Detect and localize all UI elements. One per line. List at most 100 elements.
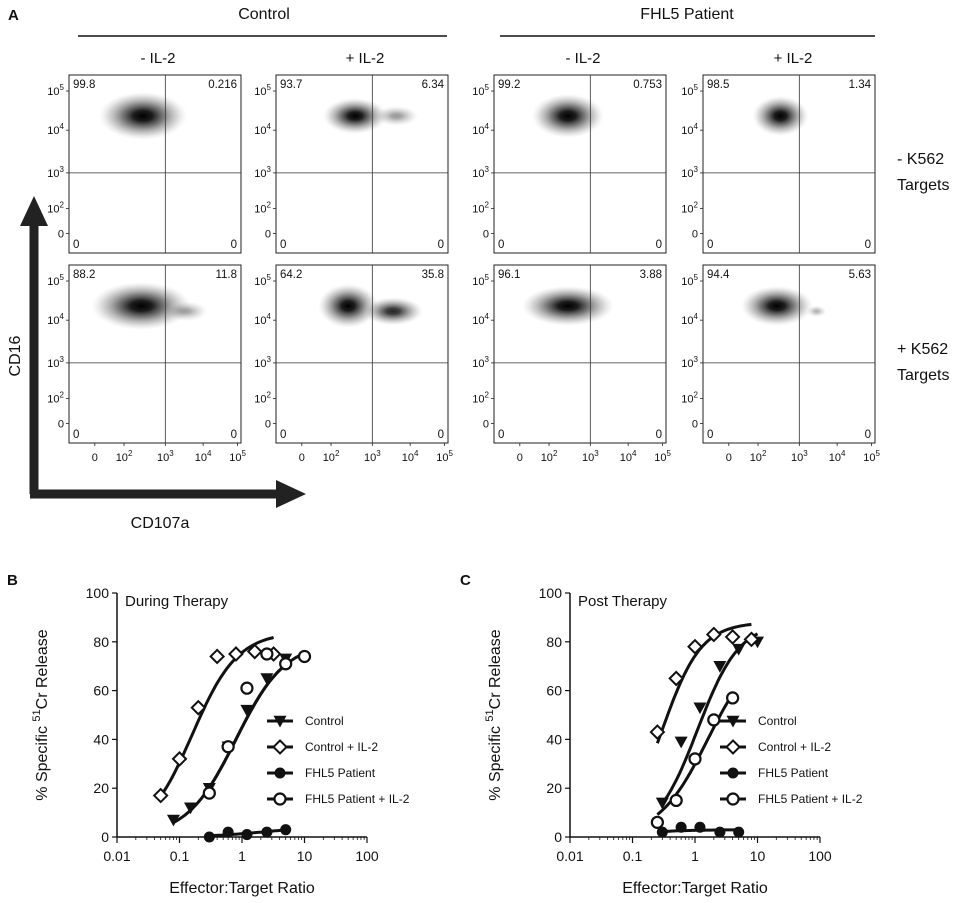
panel-letter: C [460, 572, 471, 589]
flow-x-tick-label: 105 [229, 449, 246, 464]
y-axis-label: % Specific 51Cr Release [31, 629, 51, 801]
flow-y-tick-label: 0 [692, 228, 698, 240]
flow-y-tick-label: 105 [472, 83, 489, 98]
flow-y-tick-label: 102 [254, 391, 271, 406]
x-tick-label: 0.01 [103, 848, 130, 864]
y-tick-label: 60 [93, 683, 109, 699]
flow-y-tick-label: 103 [472, 165, 489, 180]
flow-x-tick-label: 102 [323, 449, 340, 464]
quadrant-value-top-right: 0.753 [633, 79, 662, 91]
data-point [649, 724, 666, 740]
row-label-minus-k562-line2: Targets [897, 177, 949, 194]
col-header-fhl5-plus-il2: + IL-2 [774, 50, 813, 67]
x-tick-label: 0.1 [623, 848, 643, 864]
group-header-fhl5: FHL5 Patient [640, 6, 734, 23]
flow-y-tick-label: 0 [483, 418, 489, 430]
quadrant-value-top-left: 98.5 [707, 79, 729, 91]
data-point [650, 815, 664, 829]
flow-y-tick-label: 105 [681, 83, 698, 98]
flow-x-tick-label: 104 [195, 449, 212, 464]
quadrant-value-top-right: 5.63 [849, 269, 871, 281]
panel-a-letter: A [8, 7, 19, 24]
data-point [656, 826, 668, 838]
quadrant-value-bottom-right: 0 [231, 239, 237, 251]
data-point [726, 691, 740, 705]
cell-density-blob [531, 93, 604, 138]
y-tick-label: 20 [546, 780, 562, 796]
data-point [743, 631, 760, 648]
x-tick-label: 0.1 [170, 848, 190, 864]
cell-density-blob [318, 283, 379, 328]
data-point [171, 751, 188, 767]
legend-label: FHL5 Patient [758, 766, 829, 780]
flow-y-tick-label: 102 [47, 391, 64, 406]
y-tick-label: 0 [554, 829, 562, 845]
y-tick-label: 100 [86, 585, 110, 601]
data-point [279, 657, 293, 671]
data-point [261, 826, 273, 838]
chart-title: Post Therapy [578, 593, 667, 610]
quadrant-value-bottom-left: 0 [280, 429, 286, 441]
flow-y-tick-label: 102 [681, 391, 698, 406]
data-point [714, 826, 726, 838]
x-tick-label: 10 [750, 848, 766, 864]
quadrant-value-top-right: 11.8 [215, 269, 237, 281]
flow-y-tick-label: 105 [254, 83, 271, 98]
data-point [707, 713, 721, 727]
data-point [190, 699, 207, 716]
col-header-fhl5-minus-il2: - IL-2 [565, 50, 600, 67]
quadrant-value-bottom-left: 0 [280, 239, 286, 251]
legend-marker [726, 792, 740, 806]
y-axis-label: % Specific 51Cr Release [484, 629, 504, 801]
flow-y-tick-label: 103 [47, 165, 64, 180]
legend-label: Control [305, 714, 344, 728]
legend-marker [727, 767, 739, 779]
series-control-il-2 [649, 622, 760, 744]
x-tick-label: 1 [691, 848, 699, 864]
col-header-control-minus-il2: - IL-2 [140, 50, 175, 67]
cell-density-blob [374, 105, 419, 126]
cell-density-blob [806, 305, 827, 318]
data-point [221, 740, 235, 754]
quadrant-value-top-left: 94.4 [707, 269, 730, 281]
data-point [669, 793, 683, 808]
data-point [246, 643, 263, 660]
legend-label: Control + IL-2 [758, 740, 831, 754]
flow-y-tick-label: 104 [681, 312, 698, 327]
chart-during-therapy: B During Therapy 0 20 40 60 80 100 0.01 0.1 1 10 100… [7, 572, 410, 897]
flow-y-tick-label: 103 [254, 355, 271, 370]
cell-density-blob [163, 301, 208, 322]
legend-label: FHL5 Patient + IL-2 [758, 792, 863, 806]
quadrant-value-bottom-right: 0 [438, 429, 444, 441]
flow-x-tick-label: 105 [654, 449, 671, 464]
group-header-control: Control [238, 6, 290, 23]
data-point [733, 826, 745, 838]
panel-letter: B [7, 572, 18, 589]
data-point [280, 824, 292, 836]
flow-x-tick-label: 0 [92, 452, 98, 464]
data-point [240, 704, 254, 717]
data-point [297, 649, 312, 664]
data-point [152, 787, 169, 804]
flow-y-tick-label: 105 [254, 273, 271, 288]
series-control-il-2 [152, 636, 282, 804]
data-point [705, 626, 722, 643]
flow-y-tick-label: 0 [692, 418, 698, 430]
flow-y-tick-label: 0 [265, 228, 271, 240]
cd16-arrowhead [20, 196, 48, 226]
data-point [202, 786, 216, 800]
data-point [713, 661, 727, 673]
flow-y-tick-label: 104 [254, 312, 271, 327]
flow-x-tick-label: 0 [517, 452, 523, 464]
flow-x-tick-label: 102 [750, 449, 767, 464]
flow-y-tick-label: 0 [265, 418, 271, 430]
flow-y-tick-label: 0 [58, 228, 64, 240]
cell-density-blob [91, 281, 192, 330]
flow-y-tick-label: 102 [254, 201, 271, 216]
x-axis-label: Effector:Target Ratio [622, 880, 768, 897]
flow-x-tick-label: 0 [299, 452, 305, 464]
